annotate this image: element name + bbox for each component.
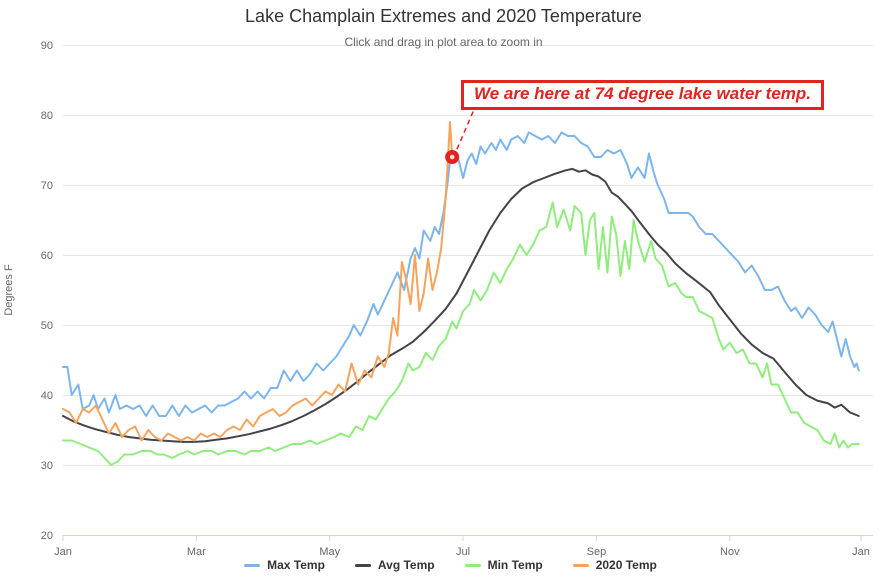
y-axis-label: 80 xyxy=(41,110,53,122)
legend-item-min-temp[interactable]: Min Temp xyxy=(464,558,543,572)
legend-label: Avg Temp xyxy=(377,558,435,572)
x-axis-label: May xyxy=(319,546,340,558)
legend-item-max-temp[interactable]: Max Temp xyxy=(244,558,325,572)
annotation-text: We are here at 74 degree lake water temp… xyxy=(474,84,812,103)
y-axis-label: 50 xyxy=(41,320,53,332)
legend-label: Min Temp xyxy=(487,558,543,572)
chart-subtitle: Click and drag in plot area to zoom in xyxy=(344,35,543,49)
y-axis-label: 60 xyxy=(41,250,53,262)
x-axis-label: Nov xyxy=(720,546,740,558)
series-line-2020-temp xyxy=(62,121,454,442)
x-axis-label: Sep xyxy=(587,546,607,558)
x-axis-label: Jan xyxy=(54,546,72,558)
series-line-max-temp xyxy=(62,131,860,417)
series-line-min-temp xyxy=(62,201,860,466)
y-axis-label: 30 xyxy=(41,460,53,472)
annotation-marker-dot xyxy=(449,154,455,160)
legend-dash-icon xyxy=(464,563,481,567)
y-axis-label: 70 xyxy=(41,180,53,192)
x-axis-label: Mar xyxy=(187,546,206,558)
x-axis-label: Jan xyxy=(852,546,870,558)
annotation-box: We are here at 74 degree lake water temp… xyxy=(461,80,825,110)
chart-title: Lake Champlain Extremes and 2020 Tempera… xyxy=(245,6,642,26)
annotation-connector-line xyxy=(455,111,474,152)
legend-dash-icon xyxy=(572,563,589,567)
legend-dash-icon xyxy=(354,563,371,567)
legend-item-2020-temp[interactable]: 2020 Temp xyxy=(572,558,657,572)
y-axis-label: 40 xyxy=(41,390,53,402)
series-line-avg-temp xyxy=(62,167,860,443)
x-axis-label: Jul xyxy=(456,546,470,558)
legend-item-avg-temp[interactable]: Avg Temp xyxy=(354,558,435,572)
legend: Max Temp Avg Temp Min Temp 2020 Temp xyxy=(0,558,887,572)
legend-label: Max Temp xyxy=(267,558,325,572)
legend-dash-icon xyxy=(244,563,261,567)
y-axis-label: 90 xyxy=(41,40,53,52)
y-axis-label: 20 xyxy=(41,530,53,542)
legend-label: 2020 Temp xyxy=(595,558,657,572)
y-axis-title: Degrees F xyxy=(3,264,15,316)
